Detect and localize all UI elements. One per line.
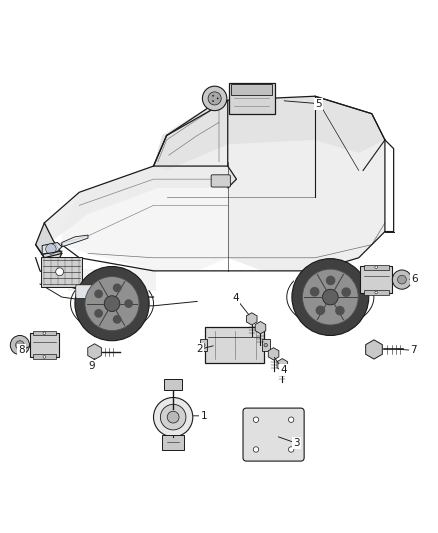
Text: 7: 7 <box>410 345 417 356</box>
Polygon shape <box>44 166 237 240</box>
Polygon shape <box>62 166 228 271</box>
FancyBboxPatch shape <box>164 379 182 391</box>
Polygon shape <box>88 344 101 359</box>
Bar <box>364 264 389 270</box>
Polygon shape <box>247 313 257 325</box>
Circle shape <box>15 341 24 350</box>
Text: 8: 8 <box>18 345 25 356</box>
Circle shape <box>217 98 219 99</box>
Circle shape <box>392 270 412 289</box>
FancyBboxPatch shape <box>262 338 270 351</box>
Text: 3: 3 <box>293 438 300 448</box>
FancyBboxPatch shape <box>360 266 392 293</box>
Circle shape <box>113 315 121 324</box>
FancyBboxPatch shape <box>229 83 275 114</box>
Circle shape <box>289 417 294 423</box>
FancyBboxPatch shape <box>162 435 184 450</box>
Circle shape <box>335 306 345 316</box>
Circle shape <box>398 275 406 284</box>
Circle shape <box>375 266 378 269</box>
Circle shape <box>56 268 64 276</box>
Circle shape <box>94 309 103 318</box>
FancyBboxPatch shape <box>243 408 304 461</box>
Polygon shape <box>255 321 266 334</box>
Circle shape <box>75 266 149 341</box>
Circle shape <box>201 343 205 347</box>
Text: 4: 4 <box>232 293 239 303</box>
Circle shape <box>289 447 294 452</box>
Polygon shape <box>35 223 62 262</box>
Circle shape <box>253 447 259 452</box>
FancyBboxPatch shape <box>76 285 105 298</box>
Bar <box>364 290 389 295</box>
FancyBboxPatch shape <box>211 175 230 187</box>
FancyBboxPatch shape <box>41 257 82 287</box>
Circle shape <box>94 289 103 298</box>
Circle shape <box>46 244 56 254</box>
Text: 5: 5 <box>315 99 322 109</box>
FancyBboxPatch shape <box>200 338 207 351</box>
Polygon shape <box>42 243 62 254</box>
FancyBboxPatch shape <box>231 84 272 95</box>
Circle shape <box>253 417 259 423</box>
Circle shape <box>167 411 179 423</box>
Bar <box>33 354 56 359</box>
Circle shape <box>153 398 193 437</box>
Circle shape <box>113 284 121 292</box>
Polygon shape <box>62 235 88 247</box>
Polygon shape <box>268 348 279 360</box>
Polygon shape <box>366 340 382 359</box>
Bar <box>33 330 56 335</box>
Circle shape <box>212 100 214 102</box>
Circle shape <box>375 291 378 294</box>
Circle shape <box>124 299 133 308</box>
Circle shape <box>264 343 268 347</box>
Circle shape <box>160 405 186 430</box>
Circle shape <box>322 289 338 305</box>
Circle shape <box>43 356 46 358</box>
Circle shape <box>212 95 214 96</box>
Circle shape <box>85 277 139 330</box>
Circle shape <box>310 287 319 296</box>
Polygon shape <box>153 96 385 171</box>
Circle shape <box>316 305 325 315</box>
Circle shape <box>326 276 336 285</box>
Circle shape <box>292 259 369 335</box>
Text: 1: 1 <box>201 411 207 421</box>
Circle shape <box>202 86 227 111</box>
Circle shape <box>341 287 351 297</box>
Circle shape <box>104 296 120 311</box>
Polygon shape <box>153 96 385 271</box>
Polygon shape <box>68 269 155 290</box>
Circle shape <box>43 332 46 335</box>
Circle shape <box>302 269 358 325</box>
FancyBboxPatch shape <box>29 333 59 357</box>
Text: 4: 4 <box>280 366 287 375</box>
Text: 2: 2 <box>196 344 203 354</box>
FancyBboxPatch shape <box>205 327 264 363</box>
Text: 9: 9 <box>88 361 95 370</box>
Polygon shape <box>277 359 288 371</box>
Circle shape <box>208 92 221 105</box>
Text: 6: 6 <box>411 274 417 284</box>
Circle shape <box>11 335 29 354</box>
